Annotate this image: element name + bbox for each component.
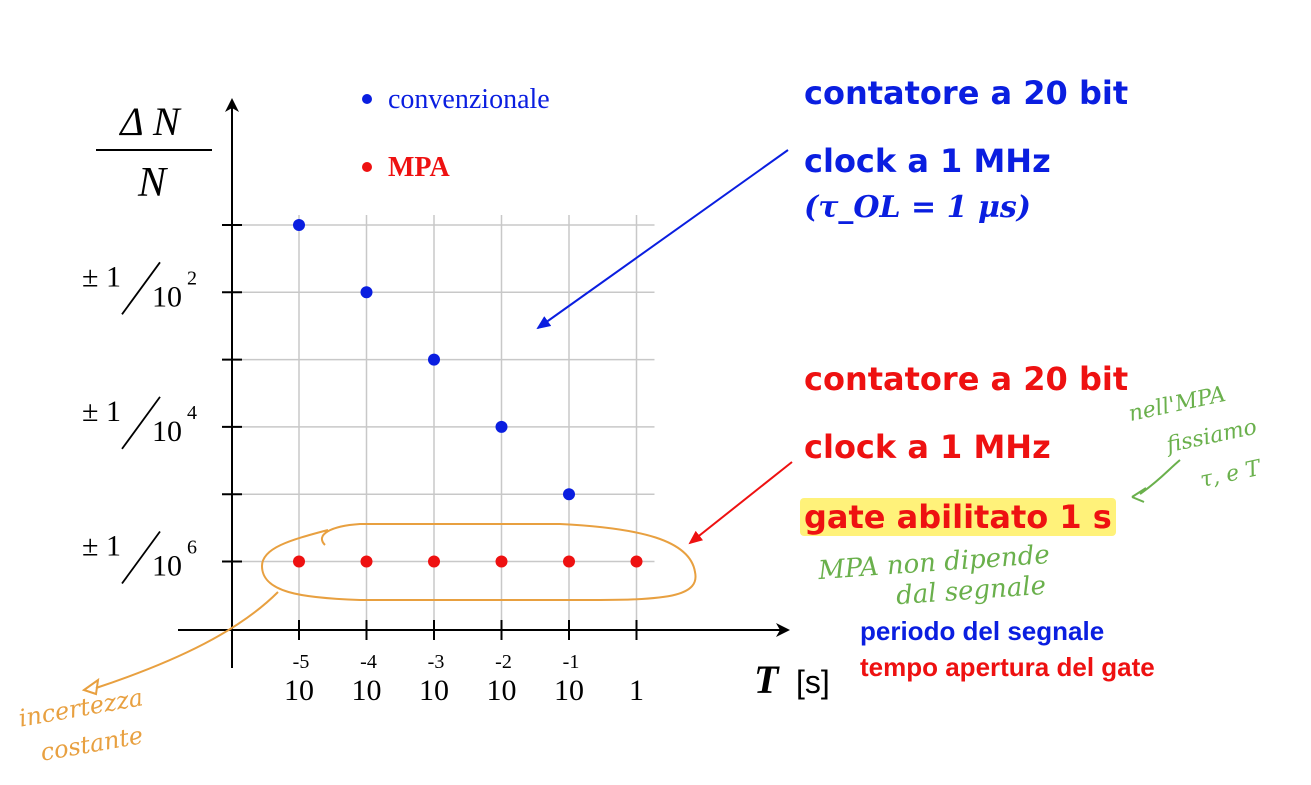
y-tick-label-pm-1: ± 1: [82, 395, 121, 428]
y-axis-label-denominator: N: [137, 160, 168, 206]
y-tick-label-slash-1: [121, 396, 161, 450]
note-blue-clock: clock a 1 MHz: [804, 142, 1051, 180]
legend-marker-mpa: [362, 162, 372, 172]
point-mpa-2: [428, 555, 440, 568]
y-tick-label-slash-0: [121, 261, 161, 315]
orange-loop-annotation: [260, 523, 697, 601]
x-tick-label-1: 10: [352, 674, 382, 707]
legend-marker-convenzionale: [362, 94, 372, 104]
tick-marks: [222, 224, 638, 640]
y-tick-label-base-1: 10: [152, 415, 182, 448]
orange-pointer-line: [95, 591, 279, 689]
y-tick-label-exp-2: 6: [187, 537, 197, 559]
x-axis-label: T: [754, 657, 780, 702]
legend-label-convenzionale: convenzionale: [388, 84, 550, 115]
point-mpa-5: [630, 555, 643, 568]
legend: convenzionale MPA: [362, 84, 550, 183]
grid: [232, 215, 655, 630]
note-red-gate: gate abilitato 1 s: [800, 498, 1116, 536]
point-mpa-4: [563, 555, 575, 568]
gate-time-label: tempo apertura del gate: [860, 652, 1155, 682]
x-axis-unit: [s]: [796, 664, 830, 700]
y-tick-label-exp-0: 2: [187, 267, 197, 289]
x-tick-label-4: 10: [554, 674, 584, 707]
y-tick-label-exp-1: 4: [187, 402, 197, 424]
point-convenzionale-3: [495, 420, 508, 433]
point-convenzionale-4: [563, 488, 575, 501]
point-convenzionale-1: [360, 286, 373, 299]
note-red-clock: clock a 1 MHz: [804, 428, 1051, 466]
x-tick-labels: 10-510-410-310-210-11: [284, 651, 644, 707]
green-pointer-line: [1139, 459, 1181, 495]
blue-arrow: [536, 149, 789, 330]
y-tick-label-base-0: 10: [152, 280, 182, 313]
point-mpa-3: [495, 555, 508, 568]
x-tick-label-exp-4: -1: [563, 651, 580, 673]
period-label: periodo del segnale: [860, 616, 1105, 646]
note-red-counter: contatore a 20 bit: [804, 360, 1129, 398]
green-pointer-head: [1131, 487, 1147, 503]
point-convenzionale-0: [293, 219, 305, 231]
orange-pointer-head: [81, 677, 100, 696]
y-axis-label-numerator: Δ N: [118, 99, 182, 144]
x-tick-label-3: 10: [487, 674, 517, 707]
legend-label-mpa: MPA: [388, 152, 450, 183]
y-tick-label-base-2: 10: [152, 550, 182, 583]
x-tick-label-exp-0: -5: [293, 651, 310, 673]
point-convenzionale-2: [428, 353, 440, 366]
data-points: [293, 219, 643, 568]
x-tick-label-5: 1: [629, 674, 644, 707]
x-tick-label-2: 10: [419, 674, 449, 707]
x-tick-label-exp-3: -2: [495, 651, 512, 673]
x-tick-label-exp-1: -4: [360, 651, 377, 673]
note-blue-counter: contatore a 20 bit: [804, 74, 1129, 112]
red-arrow: [688, 461, 793, 545]
point-mpa-0: [293, 555, 305, 568]
y-tick-label-slash-2: [121, 530, 161, 585]
point-mpa-1: [360, 555, 373, 568]
y-tick-label-pm-2: ± 1: [82, 530, 121, 563]
x-tick-label-0: 10: [284, 674, 314, 707]
y-tick-label-pm-0: ± 1: [82, 260, 121, 293]
note-blue-tau: (τ_OL = 1 μs): [804, 190, 1031, 225]
x-tick-label-exp-2: -3: [428, 651, 445, 673]
